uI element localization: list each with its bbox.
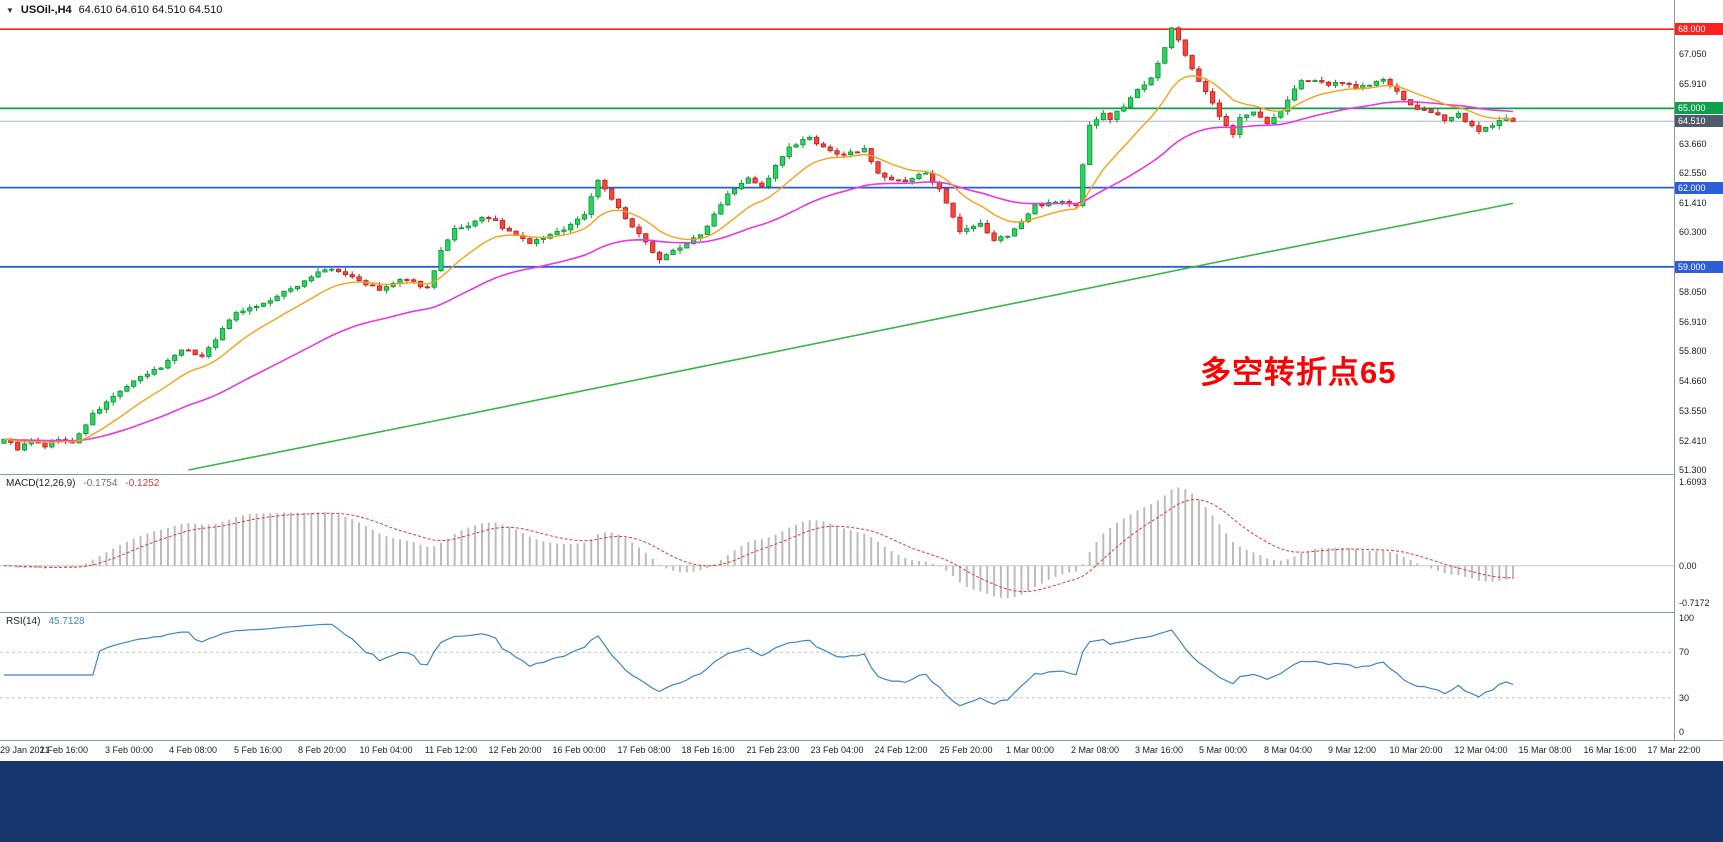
time-label: 18 Feb 16:00 <box>681 745 735 755</box>
price-tick: 52.410 <box>1679 436 1707 446</box>
ma-slow-line <box>188 202 1514 471</box>
price-badge-62.000: 62.000 <box>1675 182 1723 194</box>
macd-histogram <box>9 487 1514 599</box>
time-label: 5 Mar 00:00 <box>1198 745 1248 755</box>
price-tick: 55.800 <box>1679 346 1707 356</box>
price-tick: 63.660 <box>1679 139 1707 149</box>
time-axis: 29 Jan 2021 1 Feb 16:00 3 Feb 00:00 4 Feb 0… <box>0 740 1723 761</box>
price-tick: 51.300 <box>1679 465 1707 475</box>
panel-separator-rsi <box>0 612 1723 613</box>
time-label: 2 Mar 08:00 <box>1070 745 1120 755</box>
rsi-line <box>4 623 1514 707</box>
time-label: 10 Mar 20:00 <box>1389 745 1443 755</box>
macd-name: MACD(12,26,9) <box>6 478 76 489</box>
time-label: 24 Feb 12:00 <box>874 745 928 755</box>
chart-header: ▼ USOil-,H4 64.610 64.610 64.510 64.510 <box>6 4 222 16</box>
macd-label-row: MACD(12,26,9) -0.1754 -0.1252 <box>6 478 159 489</box>
macd-axis-tick: 1.6093 <box>1679 477 1707 487</box>
price-chart-canvas[interactable] <box>0 0 1674 474</box>
ma-mid-line <box>3 100 1514 442</box>
chart-annotation-text[interactable]: 多空转折点65 <box>1200 355 1397 390</box>
footer-bar <box>0 761 1723 842</box>
time-label: 8 Mar 04:00 <box>1263 745 1313 755</box>
price-tick: 56.910 <box>1679 317 1707 327</box>
ohlc-values: 64.610 64.610 64.510 64.510 <box>78 4 223 16</box>
time-label: 12 Mar 04:00 <box>1454 745 1508 755</box>
macd-axis-tick: -0.7172 <box>1679 598 1710 608</box>
rsi-axis-tick: 100 <box>1679 613 1695 623</box>
panel-separator-timeaxis <box>0 740 1723 741</box>
rsi-axis-tick: 30 <box>1679 693 1690 703</box>
time-label: 29 Jan 2021 <box>0 745 50 755</box>
time-label: 11 Feb 12:00 <box>424 745 478 755</box>
time-label: 8 Feb 20:00 <box>297 745 347 755</box>
price-badge-68.000: 68.000 <box>1675 23 1723 35</box>
symbol-dropdown-icon[interactable]: ▼ <box>6 5 14 15</box>
price-tick: 61.410 <box>1679 198 1707 208</box>
time-label: 16 Feb 00:00 <box>552 745 606 755</box>
time-label: 17 Feb 08:00 <box>617 745 671 755</box>
price-tick: 53.550 <box>1679 406 1707 416</box>
time-label: 15 Mar 08:00 <box>1518 745 1572 755</box>
time-label: 17 Mar 22:00 <box>1647 745 1701 755</box>
time-label: 10 Feb 04:00 <box>359 745 413 755</box>
macd-main-value: -0.1754 <box>83 478 118 489</box>
ma-fast-line <box>3 75 1514 444</box>
price-badge-59.000: 59.000 <box>1675 261 1723 273</box>
rsi-value: 45.7128 <box>48 616 85 627</box>
time-label: 3 Feb 00:00 <box>104 745 154 755</box>
time-label: 16 Mar 16:00 <box>1583 745 1637 755</box>
rsi-axis-tick: 0 <box>1679 727 1685 737</box>
time-label: 12 Feb 20:00 <box>488 745 542 755</box>
symbol-timeframe-label: USOil-,H4 <box>20 4 72 16</box>
time-label: 9 Mar 12:00 <box>1327 745 1377 755</box>
time-label: 25 Feb 20:00 <box>939 745 993 755</box>
time-label: 5 Feb 16:00 <box>233 745 283 755</box>
time-label: 4 Feb 08:00 <box>168 745 218 755</box>
time-label: 3 Mar 16:00 <box>1134 745 1184 755</box>
price-tick: 62.550 <box>1679 168 1707 178</box>
macd-signal-line <box>3 499 1514 593</box>
rsi-name: RSI(14) <box>6 616 41 627</box>
macd-axis-tick: 0.00 <box>1679 561 1697 571</box>
price-badge-64.510: 64.510 <box>1675 115 1723 127</box>
time-label: 1 Feb 16:00 <box>39 745 89 755</box>
rsi-axis-tick: 70 <box>1679 647 1690 657</box>
price-tick: 67.050 <box>1679 49 1707 59</box>
rsi-label-row: RSI(14) 45.7128 <box>6 616 85 627</box>
price-tick: 54.660 <box>1679 376 1707 386</box>
candles <box>1 26 1516 452</box>
time-label: 1 Mar 00:00 <box>1005 745 1055 755</box>
price-tick: 65.910 <box>1679 79 1707 89</box>
macd-signal-value: -0.1252 <box>125 478 160 489</box>
price-tick: 58.050 <box>1679 287 1707 297</box>
time-label: 21 Feb 23:00 <box>746 745 800 755</box>
price-tick: 60.300 <box>1679 227 1707 237</box>
price-badge-65.000: 65.000 <box>1675 102 1723 114</box>
panel-separator-macd <box>0 474 1723 475</box>
macd-panel-canvas[interactable] <box>0 475 1674 612</box>
time-label: 23 Feb 04:00 <box>810 745 864 755</box>
price-axis: 67.050 65.910 63.660 62.550 61.410 60.300 58.0… <box>1674 0 1723 740</box>
rsi-panel-canvas[interactable] <box>0 613 1674 740</box>
